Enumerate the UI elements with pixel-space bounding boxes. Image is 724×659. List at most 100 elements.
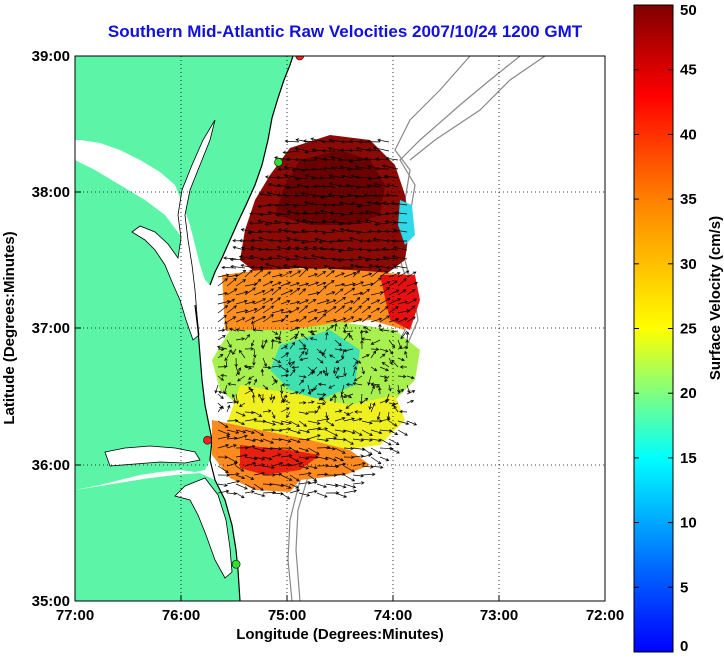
- velocity-arrow: [334, 366, 340, 377]
- velocity-arrow: [334, 483, 347, 489]
- velocity-arrow: [325, 270, 335, 278]
- velocity-arrow: [240, 228, 255, 233]
- velocity-arrow: [271, 472, 283, 476]
- velocity-arrow: [356, 219, 372, 224]
- velocity-arrow: [374, 201, 390, 206]
- colorbar-tick-label: 45: [680, 62, 697, 79]
- velocity-arrow: [271, 330, 279, 335]
- velocity-arrow: [331, 257, 345, 262]
- velocity-arrow: [346, 221, 363, 226]
- velocity-arrow: [285, 221, 300, 226]
- velocity-arrow: [325, 436, 337, 440]
- velocity-arrow: [379, 315, 390, 323]
- velocity-arrow: [223, 256, 237, 260]
- velocity-arrow: [280, 407, 290, 413]
- velocity-arrow: [393, 405, 399, 413]
- velocity-arrow: [224, 320, 228, 332]
- velocity-arrow: [291, 230, 309, 235]
- velocity-arrow: [262, 357, 267, 367]
- velocity-arrow: [282, 228, 300, 233]
- axis-ticks: [75, 191, 500, 601]
- velocity-arrow: [224, 357, 228, 368]
- velocity-arrow: [370, 402, 376, 413]
- velocity-arrow: [235, 453, 248, 458]
- velocity-arrow: [280, 281, 291, 287]
- velocity-arrow: [370, 350, 377, 359]
- velocity-arrow: [356, 185, 372, 190]
- velocity-arrow: [379, 270, 389, 278]
- velocity-arrow: [313, 384, 318, 391]
- velocity-arrow: [334, 409, 343, 413]
- velocity-arrow: [253, 348, 257, 359]
- velocity-arrow: [244, 438, 257, 443]
- velocity-arrow: [338, 201, 354, 206]
- velocity-arrow: [330, 165, 345, 170]
- velocity-arrow: [337, 184, 354, 188]
- velocity-arrow: [343, 429, 356, 435]
- velocity-arrow: [343, 287, 356, 296]
- velocity-arrow: [260, 339, 265, 349]
- velocity-arrow: [343, 316, 355, 323]
- y-tick-label: 36:00: [32, 457, 70, 474]
- velocity-arrow: [298, 401, 307, 405]
- velocity-arrow: [235, 309, 249, 314]
- velocity-arrow: [388, 280, 398, 287]
- velocity-arrow: [384, 229, 399, 233]
- station-markers: [203, 56, 305, 569]
- velocity-arrow: [361, 420, 373, 425]
- velocity-arrow: [289, 438, 301, 444]
- velocity-arrow: [232, 348, 237, 355]
- velocity-arrow: [338, 158, 354, 162]
- velocity-arrow: [339, 165, 354, 170]
- velocity-arrow: [325, 299, 337, 305]
- velocity-arrow: [258, 192, 273, 197]
- velocity-arrow: [353, 375, 363, 382]
- velocity-arrow: [330, 155, 345, 161]
- velocity-arrow: [316, 472, 329, 477]
- velocity-arrow: [221, 265, 237, 270]
- velocity-arrow: [359, 393, 364, 405]
- velocity-arrow: [316, 401, 326, 406]
- velocity-arrow: [386, 183, 399, 188]
- velocity-arrow: [244, 308, 258, 314]
- velocity-arrow: [325, 306, 337, 314]
- velocity-arrow: [289, 287, 301, 296]
- velocity-arrow: [361, 306, 371, 314]
- velocity-arrow: [248, 386, 255, 395]
- velocity-arrow: [388, 298, 402, 305]
- velocity-arrow: [370, 268, 382, 278]
- velocity-arrow: [298, 429, 311, 434]
- velocity-arrow: [370, 429, 383, 435]
- velocity-arrow: [334, 317, 347, 323]
- velocity-arrow: [352, 417, 363, 422]
- velocity-arrow: [354, 264, 372, 269]
- velocity-arrow: [325, 456, 337, 462]
- velocity-arrow: [286, 185, 300, 190]
- velocity-arrow: [328, 240, 345, 244]
- velocity-arrow: [316, 281, 327, 287]
- velocity-arrow: [379, 348, 389, 353]
- colorbar-tick-label: 30: [680, 256, 697, 273]
- velocity-arrow: [271, 364, 283, 368]
- velocity-arrow: [285, 257, 300, 262]
- velocity-arrow: [289, 447, 300, 453]
- velocity-arrow: [271, 380, 278, 386]
- velocity-arrow: [397, 289, 407, 296]
- velocity-arrow: [399, 365, 407, 369]
- velocity-arrow: [271, 447, 283, 451]
- albemarle-sound: [104, 445, 201, 467]
- velocity-arrow: [375, 157, 390, 161]
- velocity-arrow: [361, 366, 365, 375]
- velocity-arrow: [271, 395, 276, 404]
- velocity-arrow: [406, 288, 416, 296]
- velocity-arrow: [340, 384, 345, 396]
- velocity-arrow: [367, 375, 372, 386]
- velocity-arrow: [217, 305, 229, 314]
- velocity-arrow: [307, 330, 316, 336]
- velocity-arrow: [253, 492, 266, 498]
- velocity-arrow: [217, 406, 223, 413]
- velocity-arrow: [334, 296, 347, 305]
- velocity-arrow: [270, 338, 275, 350]
- velocity-arrow: [298, 379, 304, 386]
- velocity-arrow: [313, 266, 327, 271]
